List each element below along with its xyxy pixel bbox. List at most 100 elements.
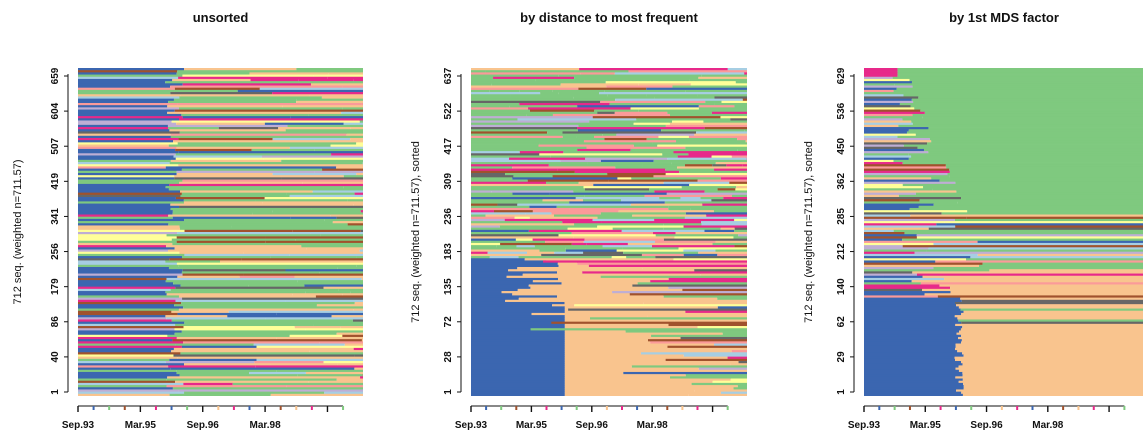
sequence-segment [168,223,348,226]
sequence-segment [571,242,587,246]
sequence-segment [666,192,747,196]
sequence-segment [864,363,963,366]
sequence-segment [282,105,363,108]
sequence-segment [471,188,585,191]
sequence-segment [864,236,917,239]
sequence-segment [515,238,533,242]
sequence-segment [342,334,363,338]
sequence-segment [180,94,310,97]
sequence-segment [184,363,271,366]
sequence-segment [864,323,956,327]
sequence-segment [912,85,1143,89]
sequence-segment [493,210,533,213]
sequence-segment [184,321,272,325]
sequence-segment [471,133,603,137]
sequence-segment [730,118,747,121]
sequence-segment [471,363,565,366]
sequence-segment [902,118,1143,121]
sequence-segment [176,172,273,176]
sequence-segment [864,227,929,231]
sequence-segment [167,334,290,338]
sequence-segment [471,299,506,303]
sequence-segment [564,380,713,384]
sequence-segment [471,135,563,139]
sequence-segment [471,131,548,134]
sequence-segment [664,201,747,204]
sequence-segment [176,369,277,373]
sequence-segment [734,229,747,233]
sequence-segment [471,262,558,266]
sequence-segment [78,120,172,124]
sequence-segment [78,369,177,373]
sequence-segment [668,205,747,209]
sequence-segment [737,148,747,152]
sequence-segment [243,273,363,277]
sequence-segment [183,306,363,309]
sequence-segment [180,194,290,198]
sequence-segment [734,218,747,222]
sequence-segment [471,326,565,329]
sequence-segment [471,168,558,172]
sequence-segment [955,301,1143,305]
sequence-segment [564,374,686,377]
sequence-segment [864,284,940,288]
sequence-segment [577,129,662,132]
sequence-segment [903,94,1143,97]
sequence-segment [181,192,287,196]
sequence-segment [178,264,357,268]
sequence-segment [562,131,697,134]
sequence-segment [864,159,894,163]
sequence-segment [864,393,963,396]
sequence-segment [270,393,363,396]
sequence-segment [471,153,540,156]
sequence-segment [471,242,501,246]
sequence-segment [229,135,363,139]
sequence-segment [963,385,1143,388]
sequence-segment [78,336,177,340]
sequence-segment [529,216,598,220]
sequence-segment [587,162,672,165]
sequence-segment [864,304,957,307]
sequence-segment [256,345,363,349]
sequence-segment [864,295,938,298]
sequence-segment [289,146,363,150]
sequence-segment [278,127,351,130]
sequence-segment [471,315,565,318]
y-tick-label: 256 [50,243,61,260]
sequence-segment [956,389,1143,393]
sequence-segment [961,334,1143,338]
sequence-segment [898,194,1143,198]
y-tick-label: 629 [836,67,847,84]
sequence-segment [864,358,956,362]
sequence-segment [525,212,552,215]
sequence-segment [538,144,634,148]
sequence-segment [491,83,561,86]
sequence-segment [711,111,747,115]
sequence-segment [78,190,180,194]
sequence-segment [915,133,1143,137]
sequence-segment [623,371,747,375]
sequence-segment [864,385,964,388]
sequence-segment [471,323,565,327]
sequence-segment [573,190,655,194]
sequence-segment [564,393,689,396]
sequence-segment [471,380,565,384]
sequence-segment [471,201,570,204]
sequence-segment [78,393,170,396]
sequence-segment [916,234,1143,237]
sequence-segment [528,284,633,288]
sequence-segment [471,284,529,288]
sequence-segment [864,232,905,235]
sequence-segment [169,162,363,165]
sequence-segment [471,232,572,235]
sequence-segment [512,166,616,169]
sequence-segment [864,221,945,224]
sequence-segment [471,391,565,395]
sequence-segment [574,76,699,80]
sequence-segment [78,242,173,246]
sequence-segment [962,363,1143,366]
sequence-segment [78,378,167,382]
sequence-segment [270,363,338,366]
sequence-segment [471,385,565,388]
sequence-segment [471,181,547,185]
